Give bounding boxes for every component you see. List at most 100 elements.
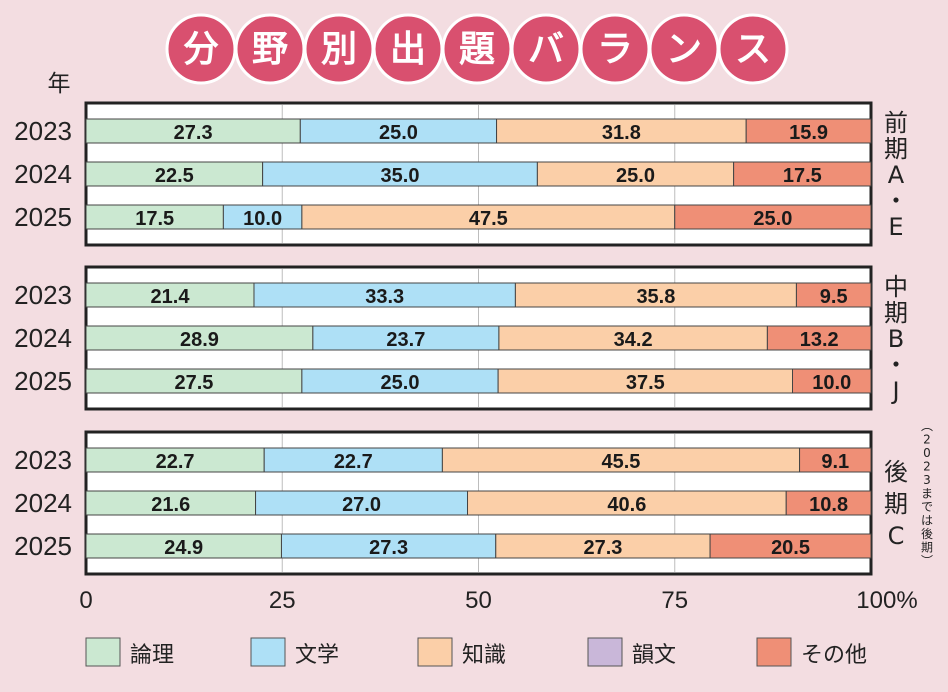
legend-swatch xyxy=(587,637,623,667)
year-label: 2024 xyxy=(14,488,72,518)
bar-segment-知識 xyxy=(301,204,676,230)
year-label: 2023 xyxy=(14,280,72,310)
panel-1: 2023 27.3 25.0 31.8 15.9 2024 22.5 35.0 25.0 17.5… xyxy=(14,101,908,247)
title-char: バ xyxy=(528,29,564,70)
legend: 論理 文学 知識 韻文 その他 xyxy=(85,637,867,668)
bar-segment-その他 xyxy=(799,447,872,473)
group-note-char: ︵ xyxy=(921,419,933,433)
legend-label: その他 xyxy=(801,643,867,668)
data-label: 27.3 xyxy=(583,537,622,559)
data-label: 10.0 xyxy=(243,208,282,230)
bar-segment-文学 xyxy=(299,118,498,144)
bar-segment-その他 xyxy=(766,325,872,351)
legend-label: 文学 xyxy=(295,643,339,668)
data-label: 28.9 xyxy=(180,329,219,351)
data-label: 25.0 xyxy=(381,372,420,394)
data-label: 10.8 xyxy=(809,494,848,516)
bar-segment-文学 xyxy=(301,368,499,394)
data-label: 27.3 xyxy=(369,537,408,559)
data-label: 21.6 xyxy=(151,494,190,516)
data-label: 21.4 xyxy=(151,286,191,308)
year-label: 2024 xyxy=(14,323,72,353)
data-label: 27.5 xyxy=(174,372,213,394)
group-label-char: E xyxy=(888,213,903,241)
bar-segment-知識 xyxy=(467,490,787,516)
x-tick-label: 0 xyxy=(79,587,92,614)
data-label: 22.5 xyxy=(155,165,194,187)
data-label: 10.0 xyxy=(812,372,851,394)
group-note-char: 3 xyxy=(923,473,931,487)
year-label: 2023 xyxy=(14,445,72,475)
bar-segment-その他 xyxy=(792,368,872,394)
title-char: 別 xyxy=(321,29,357,70)
bar-segment-知識 xyxy=(496,118,747,144)
group-label-char: 中 xyxy=(884,273,908,301)
bar-segment-論理 xyxy=(85,490,257,516)
data-label: 35.8 xyxy=(636,286,675,308)
group-label-char: J xyxy=(890,377,899,405)
data-label: 40.6 xyxy=(607,494,646,516)
panel-2: 2023 21.4 33.3 35.8 9.5 2024 28.9 23.7 34.2 13.2 2… xyxy=(14,265,908,411)
legend-swatch xyxy=(250,637,286,667)
bar-segment-知識 xyxy=(514,282,797,308)
title-char: 野 xyxy=(252,29,288,70)
x-tick-label: 100% xyxy=(856,587,917,614)
bar-segment-論理 xyxy=(85,325,314,351)
bar-segment-文学 xyxy=(312,325,500,351)
group-label-char: C xyxy=(888,522,905,550)
group-label-char: 後 xyxy=(884,458,908,486)
data-label: 23.7 xyxy=(386,329,425,351)
data-label: 27.3 xyxy=(174,122,213,144)
data-label: 17.5 xyxy=(783,165,822,187)
bar-segment-論理 xyxy=(85,368,303,394)
bar-segment-文学 xyxy=(262,161,538,187)
x-tick-label: 50 xyxy=(465,587,492,614)
group-label-char: B xyxy=(888,325,904,353)
legend-label: 論理 xyxy=(130,643,174,668)
data-label: 35.0 xyxy=(381,165,420,187)
group-label-char: 前 xyxy=(884,109,908,137)
data-label: 34.2 xyxy=(614,329,653,351)
year-unit-label: 年 xyxy=(48,71,71,97)
bar-segment-論理 xyxy=(85,161,264,187)
bar-segment-その他 xyxy=(674,204,872,230)
year-label: 2025 xyxy=(14,202,72,232)
data-label: 20.5 xyxy=(771,537,810,559)
data-label: 17.5 xyxy=(135,208,174,230)
title-circle xyxy=(717,13,789,85)
chart-title: 分野別出題バランス xyxy=(165,13,789,85)
data-label: 13.2 xyxy=(800,329,839,351)
group-note-char: 後 xyxy=(921,527,933,541)
data-label: 33.3 xyxy=(365,286,404,308)
title-char: ス xyxy=(735,29,771,70)
title-char: ラ xyxy=(597,29,633,70)
group-label-char: 期 xyxy=(884,135,908,163)
year-label: 2024 xyxy=(14,159,72,189)
bar-segment-論理 xyxy=(85,533,282,559)
bar-segment-その他 xyxy=(709,533,872,559)
data-label: 37.5 xyxy=(626,372,665,394)
year-label: 2025 xyxy=(14,366,72,396)
bar-segment-その他 xyxy=(795,282,872,308)
group-label-char: ・ xyxy=(884,187,908,215)
bar-segment-文学 xyxy=(255,490,469,516)
group-label-char: 期 xyxy=(884,299,908,327)
x-tick-label: 25 xyxy=(269,587,296,614)
group-label-char: A xyxy=(888,161,905,189)
group-note-char: ︶ xyxy=(921,554,933,568)
bar-segment-論理 xyxy=(85,282,255,308)
group-note-char: 2 xyxy=(923,460,931,474)
group-note-char: 2 xyxy=(923,433,931,447)
bar-segment-知識 xyxy=(495,533,711,559)
data-label: 22.7 xyxy=(334,451,373,473)
group-note-char: は xyxy=(921,514,933,528)
group-note-char: で xyxy=(921,500,933,514)
bar-segment-文学 xyxy=(253,282,516,308)
data-label: 25.0 xyxy=(379,122,418,144)
bar-segment-その他 xyxy=(745,118,872,144)
bar-segment-知識 xyxy=(536,161,735,187)
legend-label: 韻文 xyxy=(632,643,676,668)
data-label: 27.0 xyxy=(342,494,381,516)
year-label: 2025 xyxy=(14,531,72,561)
